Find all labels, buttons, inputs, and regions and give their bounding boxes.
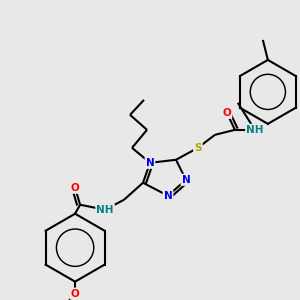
Text: NH: NH (246, 125, 264, 135)
Text: O: O (71, 289, 80, 298)
Text: O: O (71, 183, 80, 193)
Text: N: N (182, 175, 190, 185)
Text: S: S (194, 143, 202, 153)
Text: O: O (223, 108, 231, 118)
Text: NH: NH (96, 205, 114, 215)
Text: N: N (146, 158, 154, 168)
Text: N: N (164, 191, 172, 201)
